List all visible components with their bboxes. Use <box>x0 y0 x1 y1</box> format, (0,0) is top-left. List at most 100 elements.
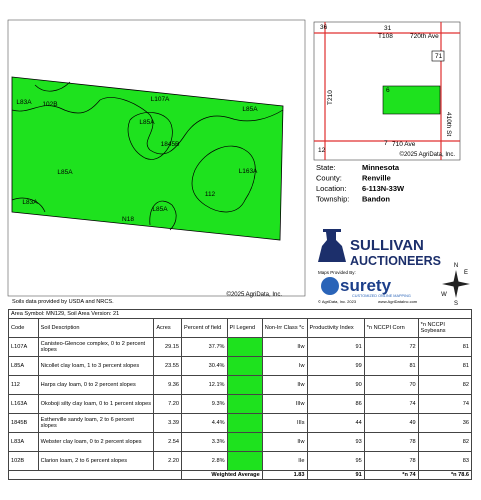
table-cell <box>226 394 263 414</box>
table-cell: L163A <box>8 394 39 414</box>
table-cell: 44 <box>306 413 365 433</box>
table-cell: 74 <box>363 394 419 414</box>
table-cell: 91 <box>306 470 365 480</box>
table-cell: *n NCCPI Corn <box>363 318 419 338</box>
table-cell: 70 <box>363 375 419 395</box>
agridata: © AgriData, Inc. 2023 <box>318 299 357 304</box>
inset-copyright: ©2025 AgriData, Inc. <box>400 151 456 158</box>
table-cell: Canisteo-Glencoe complex, 0 to 2 percent… <box>37 337 155 357</box>
table-cell: Area Symbol: MN129, Soil Area Version: 2… <box>8 309 472 319</box>
field <box>11 76 284 241</box>
table-cell: 112 <box>8 375 39 395</box>
inset-label: 31 <box>384 25 392 32</box>
inset-label: 71 <box>435 53 443 60</box>
table-cell: Weighted Average <box>180 470 263 480</box>
table-cell: L85A <box>8 356 39 376</box>
location-value: 6-113N-33W <box>362 184 405 193</box>
table-cell: 81 <box>417 337 473 357</box>
table-row: Weighted Average 1.83 91 *n 74 *n 78.6 <box>8 470 473 480</box>
table-cell: 9.36 <box>153 375 182 395</box>
map-copyright: ©2025 AgriData, Inc. <box>227 291 283 298</box>
table-cell: IIw <box>261 375 308 395</box>
table-cell <box>226 356 263 376</box>
location-value: Renville <box>362 174 391 183</box>
table-cell: 3.39 <box>153 413 182 433</box>
compass: NE S W <box>441 263 470 307</box>
inset-label: 710 Ave <box>392 141 416 148</box>
table-cell: Productivity Index <box>306 318 365 338</box>
table-row: L163A Okoboji silty clay loam, 0 to 1 per… <box>8 394 473 414</box>
table-row: Area Symbol: MN129, Soil Area Version: 2… <box>8 309 472 319</box>
location-key: Township: <box>316 195 349 204</box>
table-cell: 29.15 <box>153 337 182 357</box>
source-note: Soils data provided by USDA and NRCS. <box>12 299 114 305</box>
location-key: State: <box>316 163 336 172</box>
table-row: 102B Clarion loam, 2 to 6 percent slopes 2… <box>8 451 473 471</box>
table-cell: 78 <box>363 432 419 452</box>
table-cell: 3.3% <box>180 432 228 452</box>
map-panel: L83A 102B L107A L85A L85A 1845B L85A L163A 112 L8… <box>7 19 470 307</box>
sullivan: SULLIVAN <box>350 237 424 254</box>
table-cell: *n 78.6 <box>417 470 473 480</box>
table-cell: Webster clay loam, 0 to 2 percent slopes <box>37 432 155 452</box>
table-cell: Soil Description <box>37 318 155 338</box>
table-cell: PI Legend <box>226 318 263 338</box>
soil-label: N18 <box>122 216 134 223</box>
table-cell: Clarion loam, 2 to 6 percent slopes <box>37 451 155 471</box>
location-key: Location: <box>316 184 346 193</box>
tagline: CUSTOMIZED ONLINE MAPPING <box>352 294 411 298</box>
table-cell: 82 <box>417 432 473 452</box>
table-row: Code Soil Description Acres Percent of fiel… <box>8 318 473 338</box>
inset-label: 36 <box>320 24 328 31</box>
route-shield <box>431 50 445 62</box>
soil-label: 1845B <box>161 141 180 148</box>
soil-label: L85A <box>57 169 73 176</box>
table-cell: 99 <box>306 356 365 376</box>
table-cell: 74 <box>417 394 473 414</box>
table-cell: L107A <box>8 337 39 357</box>
inset-label: 410th St <box>445 112 452 136</box>
table-cell: 23.55 <box>153 356 182 376</box>
table-cell <box>226 451 263 471</box>
table-cell: 7.20 <box>153 394 182 414</box>
soil-label: L85A <box>139 119 155 126</box>
soil-label: L107A <box>151 96 170 103</box>
table-cell: 90 <box>306 375 365 395</box>
table-cell: 83 <box>417 451 473 471</box>
sullivan-logo: SULLIVAN AUCTIONEERS <box>318 229 441 268</box>
table-cell: 12.1% <box>180 375 228 395</box>
soil-label: L85A <box>242 106 258 113</box>
table-cell: Acres <box>153 318 182 338</box>
table-cell: 1845B <box>8 413 39 433</box>
table-cell: 1.83 <box>261 470 308 480</box>
soil-table: Area Symbol: MN129, Soil Area Version: 2… <box>8 309 473 480</box>
auctioneers: AUCTIONEERS <box>350 254 441 268</box>
inset-label: T210 <box>327 90 334 105</box>
table-cell <box>8 470 182 480</box>
table-cell <box>226 337 263 357</box>
inset-label: T108 <box>378 33 393 40</box>
table-cell: 9.3% <box>180 394 228 414</box>
soil-label: 112 <box>205 191 216 198</box>
table-cell: 37.7% <box>180 337 228 357</box>
table-cell: IIe <box>261 451 308 471</box>
table-cell: 2.54 <box>153 432 182 452</box>
table-row: L107A Canisteo-Glencoe complex, 0 to 2 pe… <box>8 337 473 357</box>
table-cell: Iw <box>261 356 308 376</box>
table-cell: Non-Irr Class *c <box>261 318 308 338</box>
table-row: 1845B Estherville sandy loam, 2 to 6 perc… <box>8 413 473 433</box>
soil-label: 102B <box>42 101 57 108</box>
table-cell: Nicollet clay loam, 1 to 3 percent slope… <box>37 356 155 376</box>
inset-label: 12 <box>318 147 326 154</box>
inset-field <box>382 85 441 115</box>
table-cell: IIw <box>261 432 308 452</box>
table-cell: Percent of field <box>180 318 228 338</box>
table-cell: 86 <box>306 394 365 414</box>
location-key: County: <box>316 174 342 183</box>
inset-label: 7 <box>384 140 388 147</box>
table-cell: *n 74 <box>363 470 419 480</box>
inset-label: 720th Ave <box>410 33 439 40</box>
soil-boundaries <box>11 81 284 231</box>
compass-letter: S <box>454 301 458 307</box>
table-cell: 2.8% <box>180 451 228 471</box>
